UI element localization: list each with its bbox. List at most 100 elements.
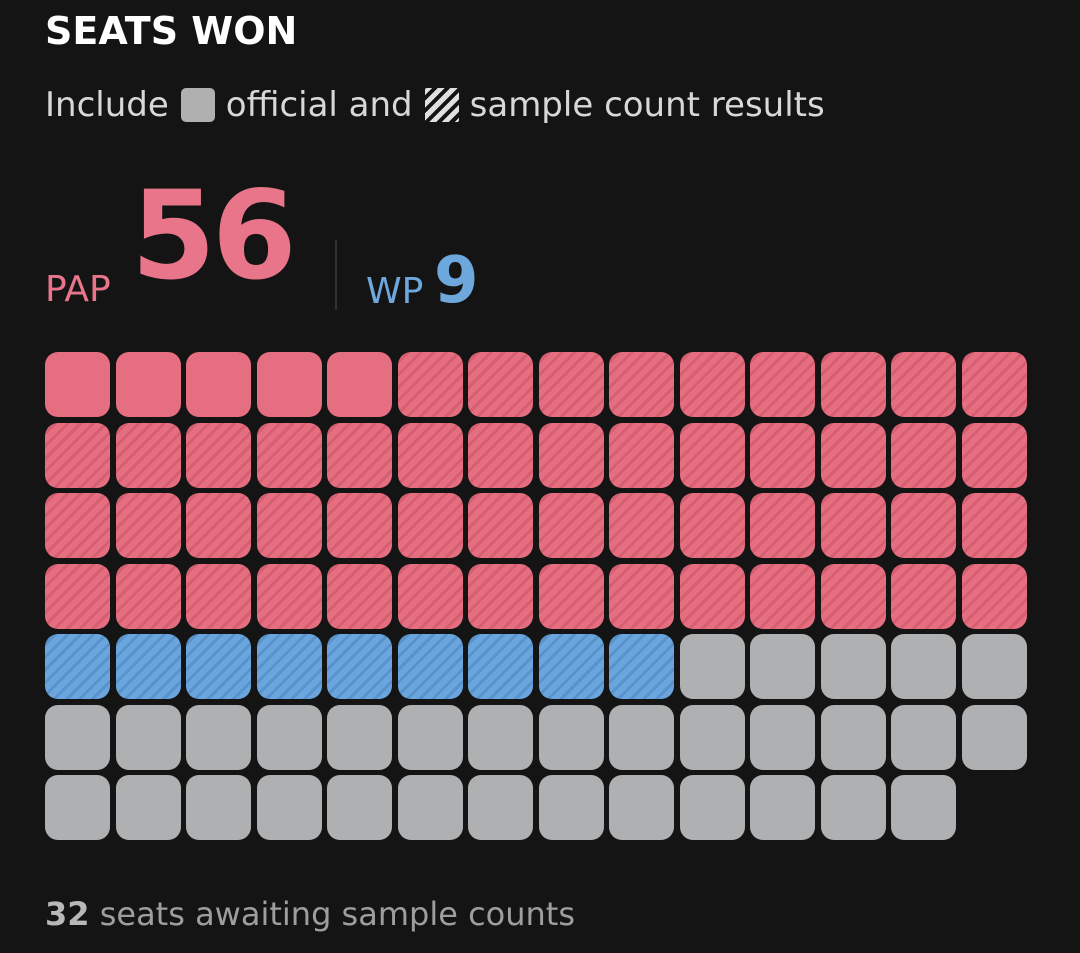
party1-name: PAP [45, 269, 111, 310]
seat-pending [538, 704, 604, 770]
seat-pending [186, 775, 251, 840]
seat-pap-sample [538, 563, 604, 629]
seat-pap-sample [820, 563, 886, 629]
seat-pap-sample [679, 352, 745, 417]
seat-pending [609, 704, 674, 770]
seat-pap-sample [750, 563, 815, 629]
seat-pap-sample [115, 563, 181, 629]
seat-pap-sample [45, 563, 110, 629]
seat-pap-sample [750, 493, 815, 558]
seat-pap-sample [468, 563, 533, 629]
seat-pending [820, 704, 886, 770]
seat-pap-official [327, 352, 392, 417]
legend-line: Include official and sample count result… [45, 84, 825, 126]
seat-pap-sample [750, 422, 815, 488]
seat-pap-sample [679, 563, 745, 629]
seat-pap-sample [750, 352, 815, 417]
party1-seat-count: 56 [131, 165, 297, 307]
seat-pap-sample [397, 493, 463, 558]
seat-pap-sample [891, 493, 956, 558]
seat-pap-sample [820, 493, 886, 558]
seat-pap-sample [891, 563, 956, 629]
seat-pap-sample [468, 493, 533, 558]
seat-pending [397, 704, 463, 770]
seat-pap-sample [115, 493, 181, 558]
seat-pending [256, 775, 322, 840]
seat-pending [327, 775, 392, 840]
seat-pending [609, 775, 674, 840]
seat-pending [961, 704, 1027, 770]
official-square-icon [180, 88, 215, 122]
seat-pending [750, 704, 815, 770]
seat-pap-sample [609, 493, 674, 558]
seat-pap-sample [609, 422, 674, 488]
footer-note: 32 seats awaiting sample counts [45, 894, 575, 934]
seat-pending [115, 704, 181, 770]
party2-name: WP [366, 271, 424, 312]
seat-pap-sample [256, 563, 322, 629]
seat-wp-sample [45, 634, 110, 699]
seat-pap-sample [538, 493, 604, 558]
seat-pending [891, 704, 956, 770]
legend-sample-label: sample count results [469, 85, 825, 125]
hatched-square-icon [424, 88, 459, 122]
legend-official-label: official and [225, 85, 413, 125]
seat-pending [820, 634, 886, 699]
seat-pap-sample [961, 422, 1027, 488]
seat-pending [538, 775, 604, 840]
party2-seat-count: 9 [434, 244, 479, 318]
seat-pending [186, 704, 251, 770]
page-title: SEATS WON [45, 9, 298, 53]
seat-pap-official [186, 352, 251, 417]
seat-pap-official [115, 352, 181, 417]
seat-pap-sample [186, 422, 251, 488]
seat-pap-sample [468, 352, 533, 417]
score-divider [335, 240, 337, 310]
seat-grid [45, 352, 1029, 840]
seat-pending [679, 704, 745, 770]
pending-seat-text: seats awaiting sample counts [99, 895, 576, 933]
seat-pap-sample [961, 352, 1027, 417]
seat-pap-sample [327, 563, 392, 629]
seat-pap-sample [820, 422, 886, 488]
seat-pap-sample [397, 563, 463, 629]
seat-pap-sample [820, 352, 886, 417]
seat-wp-sample [468, 634, 533, 699]
seat-pap-sample [961, 493, 1027, 558]
seat-pending [750, 775, 815, 840]
seat-pap-sample [186, 493, 251, 558]
seat-pending [256, 704, 322, 770]
seat-pap-sample [609, 563, 674, 629]
seat-score: PAP 56 WP 9 [45, 166, 645, 318]
seat-pap-official [256, 352, 322, 417]
seat-pap-sample [891, 352, 956, 417]
seat-pap-sample [679, 493, 745, 558]
pending-seat-count: 32 [45, 895, 90, 933]
seat-pending [820, 775, 886, 840]
seat-pap-sample [45, 422, 110, 488]
seat-pending [750, 634, 815, 699]
legend-prefix: Include [45, 85, 169, 125]
seat-pending [679, 775, 745, 840]
seat-pap-sample [468, 422, 533, 488]
seat-pap-sample [115, 422, 181, 488]
seat-pap-sample [327, 422, 392, 488]
seat-pap-sample [609, 352, 674, 417]
seat-pending [891, 634, 956, 699]
seat-wp-sample [115, 634, 181, 699]
seat-pending [679, 634, 745, 699]
seat-pap-sample [327, 493, 392, 558]
seat-pap-sample [397, 422, 463, 488]
seat-pending [397, 775, 463, 840]
seat-wp-sample [327, 634, 392, 699]
seat-pap-sample [256, 422, 322, 488]
seat-wp-sample [397, 634, 463, 699]
seat-pending [327, 704, 392, 770]
seat-pap-official [45, 352, 110, 417]
seat-wp-sample [609, 634, 674, 699]
seat-pending [468, 775, 533, 840]
seat-pending [961, 634, 1027, 699]
seat-pap-sample [538, 352, 604, 417]
seat-pending [891, 775, 956, 840]
seat-pap-sample [961, 563, 1027, 629]
